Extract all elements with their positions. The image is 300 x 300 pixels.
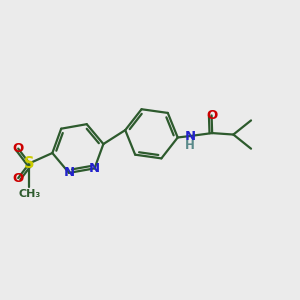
- Text: N: N: [63, 167, 75, 179]
- Text: CH₃: CH₃: [18, 189, 40, 199]
- Text: N: N: [89, 162, 100, 175]
- Text: O: O: [13, 172, 24, 184]
- Text: H: H: [185, 139, 195, 152]
- Text: N: N: [184, 130, 196, 142]
- Text: O: O: [13, 142, 24, 155]
- Text: O: O: [206, 109, 217, 122]
- Text: S: S: [24, 156, 34, 171]
